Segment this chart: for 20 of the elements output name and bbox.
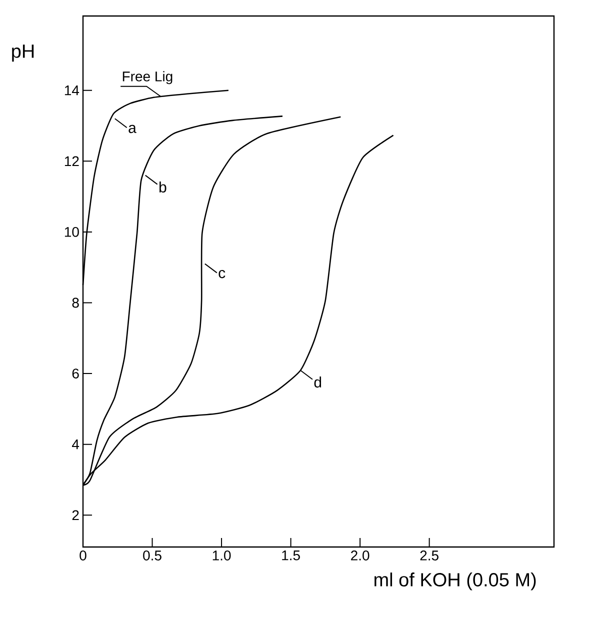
x-tick-label: 2.0 <box>351 550 370 560</box>
y-tick-label: 12 <box>64 156 79 166</box>
x-tick-label: 0 <box>80 550 86 560</box>
x-tick-label: 1.0 <box>212 550 231 560</box>
x-tick-label: 1.5 <box>282 550 300 560</box>
y-tick-label: 8 <box>72 298 79 308</box>
x-tick-label: 0.5 <box>143 550 162 560</box>
y-axis-title: pH <box>12 44 34 62</box>
y-tick-label: 14 <box>64 86 80 96</box>
y-tick-label: 10 <box>64 226 79 237</box>
x-axis-title: ml of KOH (0.05 M) <box>374 572 536 590</box>
annotation: d <box>314 376 322 388</box>
y-tick-label: 6 <box>72 368 79 378</box>
annotation: b <box>160 182 166 193</box>
y-tick-label: 2 <box>72 510 79 520</box>
x-tick-label: 2.5 <box>420 550 438 560</box>
annotation: c <box>218 270 226 278</box>
y-tick-label: 4 <box>72 440 80 450</box>
annotation: a <box>128 124 136 134</box>
annotation: Free Lig <box>122 71 172 84</box>
